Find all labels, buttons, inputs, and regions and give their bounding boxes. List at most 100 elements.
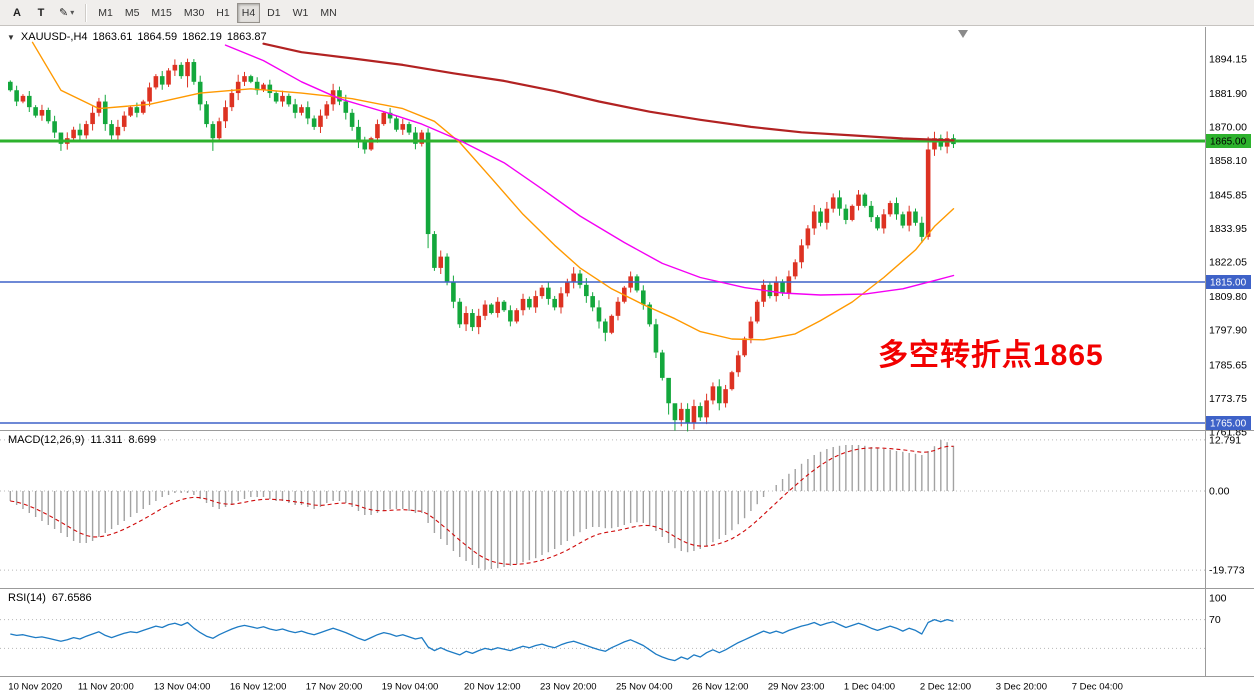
timeframe-d1-button[interactable]: D1 <box>262 3 285 23</box>
candle-body <box>894 203 899 215</box>
macd-signal-line <box>10 445 954 565</box>
price-badge-label: 1815.00 <box>1210 278 1247 289</box>
candle-body <box>710 386 716 401</box>
candle-body <box>375 124 380 139</box>
price-axis-label: 1785.65 <box>1209 359 1247 371</box>
candle-body <box>729 372 735 390</box>
timeframe-w1-button[interactable]: W1 <box>288 3 314 23</box>
candle-body <box>489 304 494 314</box>
price-badge <box>1206 275 1251 289</box>
time-axis-label[interactable]: 25 Nov 04:00 <box>616 682 673 693</box>
candle-body <box>792 262 798 277</box>
timeframe-m5-button[interactable]: M5 <box>120 3 145 23</box>
candle-body <box>210 124 216 139</box>
time-axis-label[interactable]: 2 Dec 12:00 <box>920 682 971 693</box>
macd-axis-label: 0.00 <box>1209 486 1230 498</box>
candle-body <box>406 124 412 133</box>
time-axis-label[interactable]: 11 Nov 20:00 <box>78 682 134 693</box>
price-badge <box>1206 416 1251 430</box>
candle-body <box>26 95 32 108</box>
candle-body <box>381 112 387 125</box>
candle-body <box>432 234 437 268</box>
candle-body <box>634 276 640 291</box>
candle-body <box>438 256 444 268</box>
candle-body <box>862 194 868 206</box>
time-axis-label[interactable]: 20 Nov 12:00 <box>464 682 521 693</box>
candle-body <box>659 352 665 378</box>
candle-body <box>697 406 703 418</box>
time-axis-label[interactable]: 13 Nov 04:00 <box>154 682 211 693</box>
timeframe-h1-button[interactable]: H1 <box>211 3 234 23</box>
candle-body <box>773 282 779 297</box>
candle-body <box>672 403 678 421</box>
candle-body <box>780 282 785 294</box>
candle-body <box>134 107 140 113</box>
time-axis-label[interactable]: 19 Nov 04:00 <box>382 682 439 693</box>
macd-axis-label: -19.773 <box>1209 565 1245 577</box>
candle-body <box>837 197 842 209</box>
price-badge <box>1206 134 1251 148</box>
candle-body <box>140 101 146 113</box>
candle-body <box>584 284 589 297</box>
time-axis-label[interactable]: 16 Nov 12:00 <box>230 682 287 693</box>
candle-body <box>925 149 931 237</box>
price-axis-label: 1797.90 <box>1209 325 1247 337</box>
candle-body <box>470 313 475 328</box>
candle-body <box>754 301 760 322</box>
candle-body <box>229 93 235 108</box>
timeframe-h4-button[interactable]: H4 <box>236 2 261 23</box>
macd-axis-label: 12.791 <box>1209 434 1241 446</box>
time-axis-label[interactable]: 29 Nov 23:00 <box>768 682 825 693</box>
candle-body <box>20 95 26 102</box>
timeframe-m1-button[interactable]: M1 <box>93 3 118 23</box>
time-axis-label[interactable]: 7 Dec 04:00 <box>1072 682 1123 693</box>
timeframe-m30-button[interactable]: M30 <box>179 3 209 23</box>
ma-slow-line <box>262 42 955 142</box>
candle-body <box>83 124 89 136</box>
candle-body <box>356 126 361 141</box>
candle-body <box>596 307 602 322</box>
candle-body <box>185 62 190 77</box>
time-axis-label[interactable]: 3 Dec 20:00 <box>996 682 1047 693</box>
candle-body <box>457 301 463 325</box>
candle-body <box>324 104 330 116</box>
draw-tool-button[interactable]: ✎ ▾ <box>54 3 79 23</box>
price-axis-label: 1894.15 <box>1209 53 1247 65</box>
time-axis-label[interactable]: 23 Nov 20:00 <box>540 682 597 693</box>
candle-body <box>913 211 918 223</box>
candle-body <box>425 132 431 235</box>
candle-body <box>539 287 545 297</box>
candle-body <box>71 129 76 139</box>
candle-body <box>476 315 482 328</box>
timeframe-mn-button[interactable]: MN <box>315 3 341 23</box>
candle-body <box>343 101 349 113</box>
price-axis-label: 1881.90 <box>1209 88 1247 100</box>
candle-body <box>102 101 108 125</box>
rsi-line <box>10 618 954 662</box>
candle-body <box>216 121 222 139</box>
time-axis-label[interactable]: 17 Nov 20:00 <box>306 682 363 693</box>
rsi-axis-label: 70 <box>1209 614 1221 626</box>
candle-body <box>166 70 171 85</box>
text-tool-button[interactable]: T <box>30 3 52 23</box>
candle-body <box>292 104 298 113</box>
toolbar-separator <box>85 3 88 22</box>
time-axis-label[interactable]: 10 Nov 2020 <box>8 682 62 693</box>
candle-body <box>394 118 399 130</box>
candle-body <box>805 228 811 246</box>
candle-body <box>444 256 450 282</box>
candle-body <box>590 296 595 308</box>
candle-body <box>311 118 317 127</box>
candle-body <box>318 115 323 127</box>
candle-body <box>546 287 551 299</box>
cursor-tool-button[interactable]: A <box>6 3 28 23</box>
candle-body <box>647 304 652 325</box>
time-axis-label[interactable]: 1 Dec 04:00 <box>844 682 895 693</box>
candle-body <box>508 310 513 322</box>
time-axis-label[interactable]: 26 Nov 12:00 <box>692 682 749 693</box>
candle-body <box>337 90 342 102</box>
candle-body <box>527 298 532 308</box>
chart-shift-marker[interactable] <box>958 30 968 38</box>
timeframe-m15-button[interactable]: M15 <box>146 3 176 23</box>
